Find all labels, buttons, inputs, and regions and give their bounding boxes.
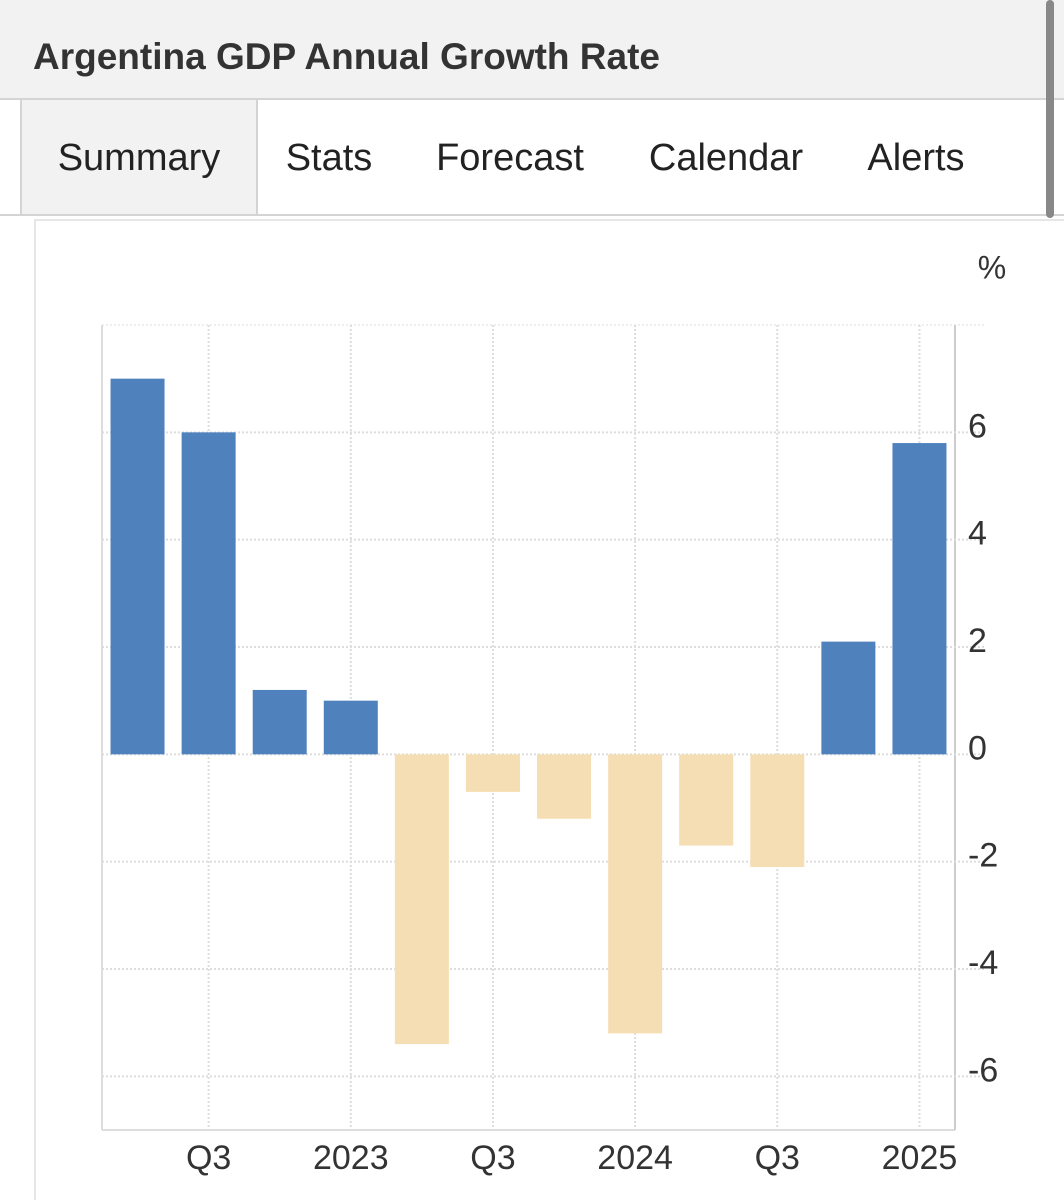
bar [252,689,307,755]
bar [608,754,663,1034]
y-tick-label: 0 [968,729,987,767]
bar [892,443,947,755]
x-tick-label: Q3 [470,1139,515,1177]
y-tick-label: 2 [968,622,987,660]
y-tick-label: 6 [968,407,987,445]
tab[interactable]: Forecast [436,137,584,179]
page-title: Argentina GDP Annual Growth Rate [33,36,660,77]
tab[interactable]: Stats [285,137,373,179]
bar [750,754,805,868]
bar [465,754,520,792]
bar [537,754,592,819]
y-tick-label: -4 [968,944,998,982]
tab[interactable]: Calendar [648,137,804,179]
x-tick-label: Q3 [186,1139,231,1177]
x-tick-label: 2024 [597,1139,673,1177]
bar [323,700,378,755]
header: Argentina GDP Annual Growth Rate [0,0,1064,100]
bar [679,754,734,846]
bar [394,754,449,1045]
tab-bar: Summary Stats Forecast Calendar Alerts [0,100,1064,216]
y-tick-label: -2 [968,837,998,875]
x-tick-label: Q3 [755,1139,800,1177]
x-tick-label: 2023 [313,1139,389,1177]
y-tick-label: -6 [968,1051,998,1089]
tab[interactable]: Summary [20,100,258,214]
bar [110,378,165,755]
scrollbar [1046,0,1054,218]
bar [821,641,876,755]
x-tick-label: 2025 [882,1139,958,1177]
unit-label: % [978,249,1006,285]
tab[interactable]: Alerts [867,137,965,179]
y-tick-label: 4 [968,515,987,553]
bar [181,432,236,755]
